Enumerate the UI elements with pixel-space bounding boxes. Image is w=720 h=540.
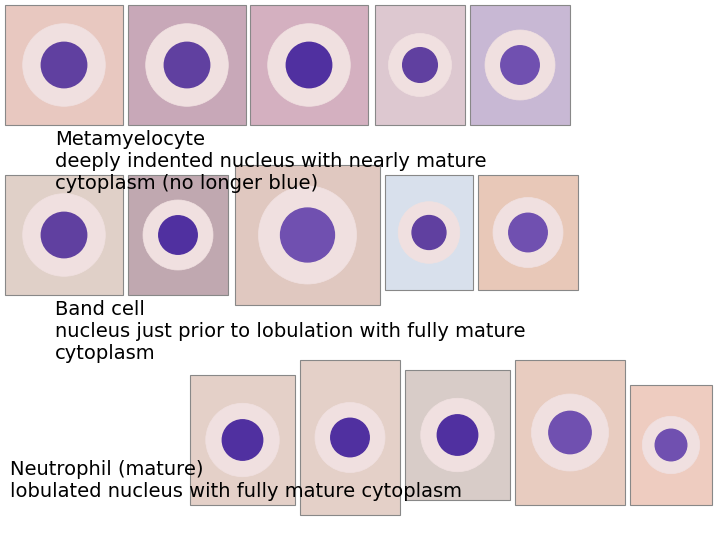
Circle shape	[402, 48, 437, 82]
Circle shape	[509, 213, 547, 252]
Circle shape	[158, 216, 197, 254]
Circle shape	[143, 200, 213, 270]
Bar	[515, 360, 625, 505]
Bar	[128, 5, 246, 125]
Circle shape	[412, 215, 446, 249]
Circle shape	[164, 42, 210, 87]
Circle shape	[258, 186, 356, 284]
Circle shape	[206, 403, 279, 477]
Circle shape	[41, 42, 86, 87]
Circle shape	[222, 420, 263, 460]
Bar	[5, 175, 123, 295]
Circle shape	[485, 30, 555, 100]
Text: cytoplasm: cytoplasm	[55, 344, 156, 363]
Circle shape	[493, 198, 563, 267]
Bar	[385, 175, 473, 290]
Circle shape	[389, 33, 451, 97]
Text: lobulated nucleus with fully mature cytoplasm: lobulated nucleus with fully mature cyto…	[10, 482, 462, 501]
Circle shape	[268, 24, 351, 106]
Bar	[470, 5, 570, 125]
Circle shape	[500, 46, 539, 84]
Bar	[478, 175, 578, 290]
Circle shape	[281, 208, 335, 262]
Circle shape	[145, 24, 228, 106]
Bar	[300, 360, 400, 515]
Bar	[405, 370, 510, 500]
Circle shape	[330, 418, 369, 457]
Bar	[375, 5, 465, 125]
Bar	[5, 5, 123, 125]
Text: cytoplasm (no longer blue): cytoplasm (no longer blue)	[55, 174, 318, 193]
Text: nucleus just prior to lobulation with fully mature: nucleus just prior to lobulation with fu…	[55, 322, 526, 341]
Circle shape	[642, 416, 700, 474]
Circle shape	[23, 194, 105, 276]
Bar	[250, 5, 368, 125]
Bar	[190, 375, 295, 505]
Text: Neutrophil (mature): Neutrophil (mature)	[10, 460, 204, 479]
Bar	[235, 165, 380, 305]
Circle shape	[398, 202, 460, 264]
Circle shape	[655, 429, 687, 461]
Circle shape	[41, 212, 86, 258]
Circle shape	[287, 42, 332, 87]
Bar	[128, 175, 228, 295]
Circle shape	[437, 415, 477, 455]
Text: Band cell: Band cell	[55, 300, 145, 319]
Circle shape	[549, 411, 591, 454]
Circle shape	[420, 399, 494, 472]
Text: Metamyelocyte: Metamyelocyte	[55, 130, 205, 149]
Bar	[630, 385, 712, 505]
Circle shape	[23, 24, 105, 106]
Text: deeply indented nucleus with nearly mature: deeply indented nucleus with nearly matu…	[55, 152, 487, 171]
Circle shape	[531, 394, 608, 471]
Circle shape	[315, 402, 385, 472]
